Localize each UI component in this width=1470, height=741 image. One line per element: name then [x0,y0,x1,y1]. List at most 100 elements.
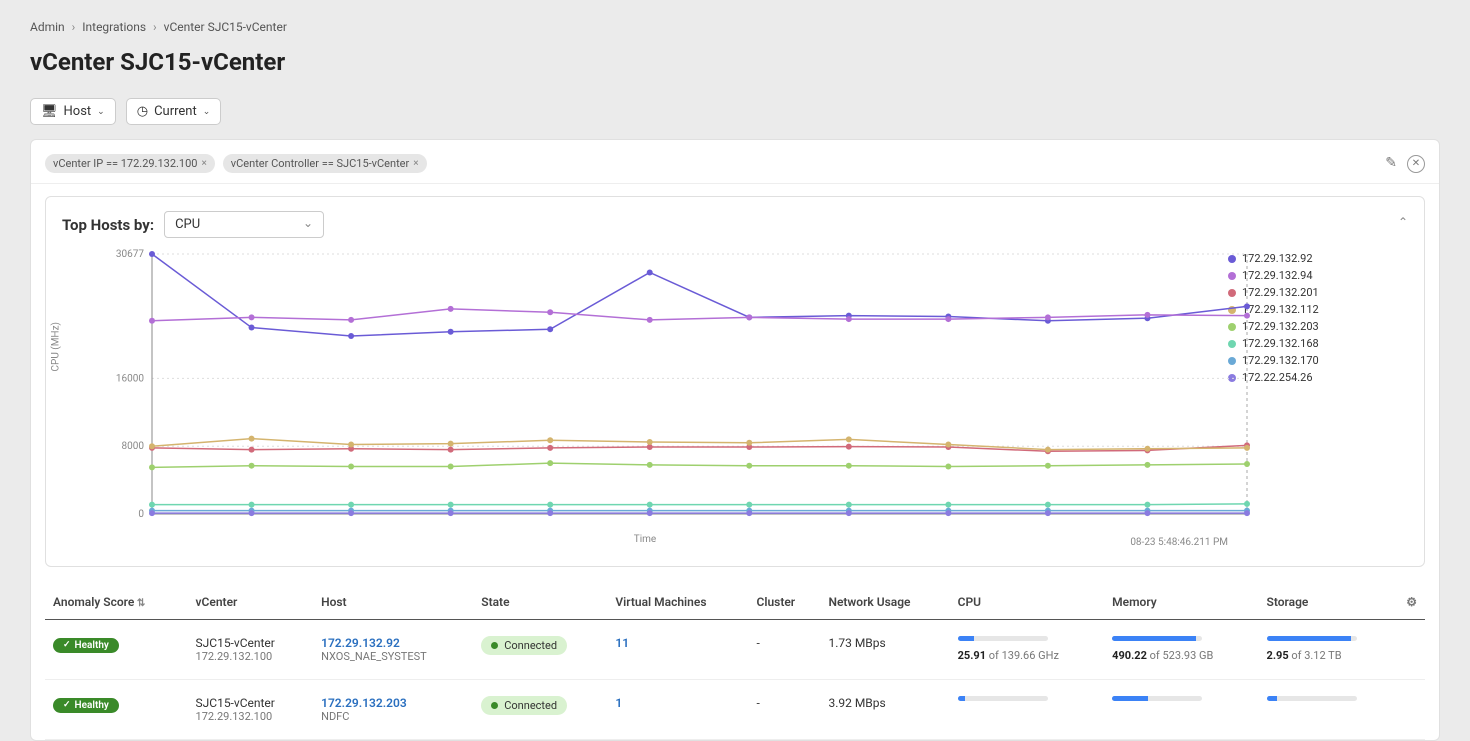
breadcrumb-integrations[interactable]: Integrations [82,20,146,34]
legend-item[interactable]: 172.29.132.170 [1228,354,1408,367]
host-link[interactable]: 172.29.132.92 [321,636,400,650]
legend-color-dot [1228,289,1236,297]
clear-filters-icon[interactable]: ✕ [1407,155,1425,173]
monitor-icon: 🖥 [41,104,58,119]
cell-vcenter: SJC15-vCenter172.29.132.100 [188,680,314,740]
cell-vms: 1 [607,680,748,740]
legend-item[interactable]: 172.29.132.112 [1228,303,1408,316]
close-icon[interactable]: × [201,158,206,169]
legend-item[interactable]: 172.29.132.94 [1228,269,1408,282]
legend-label: 172.29.132.201 [1242,286,1319,299]
cell-empty [1398,680,1425,740]
table-row: Healthy SJC15-vCenter172.29.132.100 172.29… [45,620,1425,680]
legend-label: 172.29.132.170 [1242,354,1319,367]
vcenter-name: SJC15-vCenter [196,696,306,710]
legend-color-dot [1228,340,1236,348]
page-title: vCenter SJC15-vCenter [30,48,1440,76]
filter-chip-controller[interactable]: vCenter Controller == SJC15-vCenter × [223,154,427,173]
legend-label: 172.22.254.26 [1242,371,1313,384]
state-pill: Connected [481,696,567,715]
host-dropdown-label: Host [64,104,92,119]
svg-text:16000: 16000 [116,373,144,384]
table-settings-icon[interactable]: ⚙ [1398,585,1425,620]
cell-storage: 2.95 of 3.12 TB [1259,620,1399,680]
legend-label: 172.29.132.203 [1242,320,1319,333]
col-storage[interactable]: Storage [1259,585,1399,620]
cell-net: 3.92 MBps [820,680,949,740]
vm-count-link[interactable]: 11 [615,636,629,650]
cell-host: 172.29.132.92NXOS_NAE_SYSTEST [313,620,473,680]
vm-count-link[interactable]: 1 [615,696,622,710]
col-mem[interactable]: Memory [1104,585,1258,620]
host-name: NDFC [321,710,465,723]
host-name: NXOS_NAE_SYSTEST [321,650,465,663]
cell-cluster: - [748,620,820,680]
chart-timestamp: 08-23 5:48:46.211 PM [1130,537,1228,548]
filter-chip-label: vCenter IP == 172.29.132.100 [53,157,197,170]
legend-item[interactable]: 172.29.132.201 [1228,286,1408,299]
cell-empty [1398,620,1425,680]
timerange-dropdown[interactable]: ◷ Current ⌄ [126,98,222,125]
cell-anomaly: Healthy [45,620,188,680]
state-pill: Connected [481,636,567,655]
y-axis-label: CPU (MHz) [51,322,62,372]
host-dropdown[interactable]: 🖥 Host ⌄ [30,98,116,125]
legend-color-dot [1228,357,1236,365]
line-chart: 30677 16000 8000 0 [62,246,1228,526]
table-row: HealthySJC15-vCenter172.29.132.100172.29… [45,680,1425,740]
col-net[interactable]: Network Usage [820,585,949,620]
svg-text:30677: 30677 [116,249,144,260]
cell-storage [1259,680,1399,740]
col-state[interactable]: State [473,585,607,620]
col-vms[interactable]: Virtual Machines [607,585,748,620]
cell-state: Connected [473,680,607,740]
legend-item[interactable]: 172.29.132.92 [1228,252,1408,265]
cell-vms: 11 [607,620,748,680]
breadcrumb-admin[interactable]: Admin [30,20,65,34]
col-anomaly[interactable]: Anomaly Score [45,585,188,620]
legend-item[interactable]: 172.29.132.168 [1228,337,1408,350]
legend-label: 172.29.132.94 [1242,269,1313,282]
host-link[interactable]: 172.29.132.203 [321,696,407,710]
breadcrumb-current: vCenter SJC15-vCenter [164,20,287,34]
vcenter-ip: 172.29.132.100 [196,710,306,723]
col-vcenter[interactable]: vCenter [188,585,314,620]
legend-label: 172.29.132.112 [1242,303,1319,316]
col-cluster[interactable]: Cluster [748,585,820,620]
cell-cluster: - [748,680,820,740]
vcenter-ip: 172.29.132.100 [196,650,306,663]
legend-color-dot [1228,255,1236,263]
svg-text:0: 0 [138,509,144,520]
cell-mem [1104,680,1258,740]
breadcrumb: Admin › Integrations › vCenter SJC15-vCe… [30,20,1440,34]
metric-select-value: CPU [175,217,200,232]
legend-item[interactable]: 172.29.132.203 [1228,320,1408,333]
legend-color-dot [1228,323,1236,331]
cell-cpu: 25.91 of 139.66 GHz [950,620,1105,680]
chart-area: CPU (MHz) 306771600080000 Time 08-23 5:4… [62,246,1228,546]
edit-icon[interactable]: ✎ [1385,155,1397,173]
filter-chip-label: vCenter Controller == SJC15-vCenter [231,157,409,170]
legend-item[interactable]: 172.22.254.26 [1228,371,1408,384]
cell-mem: 490.22 of 523.93 GB [1104,620,1258,680]
col-host[interactable]: Host [313,585,473,620]
svg-text:8000: 8000 [122,441,145,452]
filter-chip-vcenter-ip[interactable]: vCenter IP == 172.29.132.100 × [45,154,215,173]
legend-label: 172.29.132.92 [1242,252,1313,265]
legend-color-dot [1228,272,1236,280]
col-cpu[interactable]: CPU [950,585,1105,620]
cell-net: 1.73 MBps [820,620,949,680]
collapse-chart-icon[interactable]: ⌃ [1398,215,1408,229]
vcenter-name: SJC15-vCenter [196,636,306,650]
status-badge: Healthy [53,698,119,713]
cell-cpu [950,680,1105,740]
x-axis-label: Time [62,534,1228,545]
chevron-down-icon: ⌄ [97,107,105,117]
close-icon[interactable]: × [413,158,418,169]
chart-title: Top Hosts by: [62,216,154,234]
legend-label: 172.29.132.168 [1242,337,1319,350]
chevron-down-icon: ⌄ [203,107,211,117]
cell-anomaly: Healthy [45,680,188,740]
chart-legend: 172.29.132.92 172.29.132.94 172.29.132.201… [1228,246,1408,546]
metric-select[interactable]: CPU [164,211,324,238]
